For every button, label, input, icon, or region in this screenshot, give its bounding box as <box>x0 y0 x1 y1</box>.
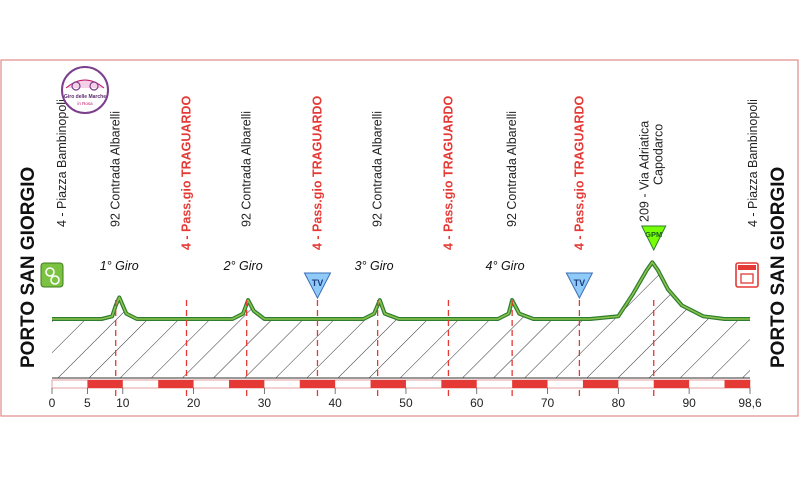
profile-baseline <box>52 377 750 379</box>
x-tick-label: 70 <box>541 396 555 410</box>
tv-marker-shape <box>303 272 332 300</box>
finish-label: PORTO SAN GIORGIO <box>768 167 789 368</box>
km-bar-segment <box>87 380 123 388</box>
logo-title: Giro delle Marche <box>64 94 106 100</box>
km-bar-segment <box>370 380 406 388</box>
gpm-marker-shape <box>640 225 667 252</box>
tv-marker-label: TV <box>574 278 586 288</box>
x-tick-label: 10 <box>116 396 130 410</box>
km-bar-segment <box>582 380 619 388</box>
race-logo: Giro delle Marche in Rosa <box>61 66 109 114</box>
lap-label: 3° Giro <box>355 259 394 273</box>
km-bar-segment <box>228 380 265 388</box>
x-tick-label: 30 <box>258 396 272 410</box>
waypoint-label-secondary: Capodarco <box>652 124 666 185</box>
km-bar-segment <box>441 380 477 388</box>
waypoint-label: 209 - Via Adriatica <box>638 121 652 222</box>
x-tick-label: 80 <box>612 396 626 410</box>
x-tick-label: 5 <box>84 396 91 410</box>
tv-marker-shape <box>565 272 594 300</box>
x-tick-label: 60 <box>470 396 484 410</box>
x-tick-label: 90 <box>682 396 696 410</box>
traguardo-label: 4 - Pass.gio TRAGUARDO <box>441 96 455 250</box>
x-tick-label: 50 <box>399 396 413 410</box>
km-bar-segment <box>653 380 690 388</box>
lap-label: 4° Giro <box>486 259 525 273</box>
km-bar-segment <box>158 380 194 388</box>
profile-line-inner <box>52 261 750 320</box>
finish-flag-icon <box>735 262 759 288</box>
km-bar-segment <box>512 380 548 388</box>
tv-marker-icon: TV <box>565 272 594 300</box>
waypoint-label: 4 - Piazza Bambinopoli <box>55 99 69 227</box>
waypoint-label: 92 Contrada Albarelli <box>109 111 123 227</box>
lap-label: 2° Giro <box>223 259 263 273</box>
lap-label: 1° Giro <box>100 259 139 273</box>
x-tick-label: 20 <box>187 396 201 410</box>
x-tick-label: 98,6 <box>738 396 762 410</box>
waypoint-label: 4 - Piazza Bambinopoli <box>746 99 760 227</box>
traguardo-label: 4 - Pass.gio TRAGUARDO <box>310 96 324 250</box>
x-tick-label: 0 <box>49 396 56 410</box>
traguardo-label: 4 - Pass.gio TRAGUARDO <box>180 96 194 250</box>
waypoint-label: 92 Contrada Albarelli <box>371 111 385 227</box>
gpm-marker-icon: GPM <box>640 225 667 252</box>
waypoint-label: 92 Contrada Albarelli <box>240 111 254 227</box>
km-bar-segment <box>299 380 336 388</box>
gpm-marker-label: GPM <box>645 230 662 239</box>
waypoint-label: 92 Contrada Albarelli <box>505 111 519 227</box>
x-tick-label: 40 <box>328 396 342 410</box>
start-label: PORTO SAN GIORGIO <box>18 167 39 368</box>
tv-marker-icon: TV <box>303 272 332 300</box>
traguardo-label: 4 - Pass.gio TRAGUARDO <box>572 96 586 250</box>
start-flag-icon <box>40 262 64 288</box>
tv-marker-label: TV <box>312 278 324 288</box>
km-bar-segment <box>724 380 750 388</box>
logo-subtitle: in Rosa <box>77 101 93 106</box>
